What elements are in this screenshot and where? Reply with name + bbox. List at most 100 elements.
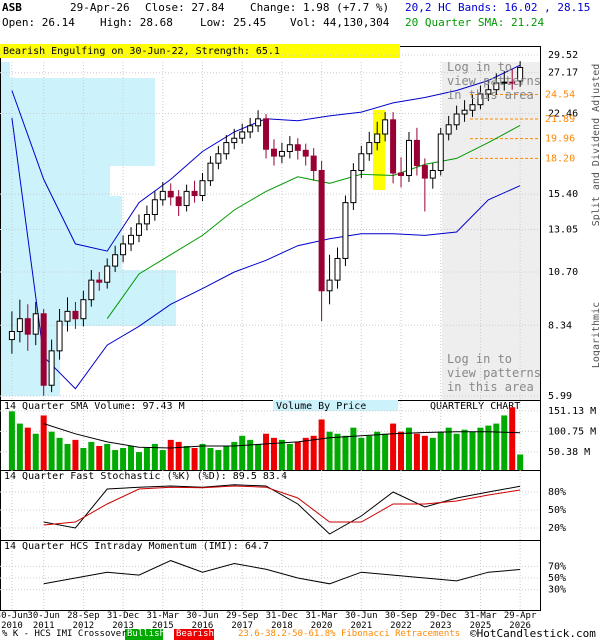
login-note: Log in to view patterns in this area	[447, 352, 541, 394]
volume-bar	[263, 433, 270, 470]
x-tick-label: 31-Mar 2015	[146, 611, 180, 631]
bands-label: 20,2 HC Bands: 16.02 , 28.15	[405, 1, 591, 14]
x-tick-label: 30-Jun 2011	[27, 611, 60, 631]
legend-intro: % K - HCS IMI Crossover,	[2, 629, 133, 639]
pattern-highlight	[373, 110, 385, 190]
x-tick-label: 29-Sep 2017	[225, 611, 259, 631]
volume-bar	[159, 450, 166, 470]
candle-body	[493, 82, 500, 91]
bearish-key	[174, 629, 214, 640]
volume-bar	[183, 445, 190, 470]
volume-bar	[167, 439, 174, 470]
volume-bar	[461, 429, 468, 470]
volume-bar	[310, 435, 317, 470]
candle-body	[413, 139, 420, 167]
volume-bar	[302, 437, 309, 470]
volume-bar	[96, 445, 103, 470]
candle-body	[398, 172, 405, 177]
candle-body	[80, 299, 87, 320]
candle-body	[183, 190, 190, 207]
candle-body	[231, 137, 238, 144]
candle-body	[135, 223, 142, 236]
candle-body	[374, 133, 381, 144]
candle-body	[263, 118, 270, 150]
volume-bar	[247, 439, 254, 470]
candle-body	[215, 153, 222, 164]
volume-bar	[437, 431, 444, 470]
candle-body	[112, 254, 119, 267]
x-tick-label: 31-Dec 2018	[265, 611, 299, 631]
candle-body	[191, 190, 198, 197]
volume-bar	[469, 431, 476, 470]
legend-bearish: Bearish	[176, 629, 214, 639]
x-tick-label: 30-Jun 2010	[0, 611, 29, 631]
volume-bar	[350, 427, 357, 470]
candle-body	[199, 180, 206, 197]
candle-body	[477, 93, 484, 106]
symbol: ASB	[2, 1, 22, 14]
volume-bar	[80, 448, 87, 470]
volume-bar	[175, 441, 182, 470]
candle-body	[151, 199, 158, 216]
candle-body	[278, 150, 285, 157]
volume-bar	[207, 448, 214, 470]
volume-by-price	[0, 62, 176, 396]
candle-body	[501, 81, 508, 84]
side-label: Split and Dividend Adjusted	[591, 64, 600, 227]
y-tick-label: 8.34	[548, 320, 572, 331]
volume-bar	[429, 437, 436, 470]
fib-label: 24.54	[545, 90, 575, 101]
candle-body	[445, 124, 452, 135]
sma-label: 20 Quarter SMA: 21.24	[405, 16, 545, 29]
date: 29-Apr-26	[70, 1, 130, 14]
volume-annotation: QUARTERLY CHART	[430, 401, 520, 412]
candle-body	[366, 142, 373, 155]
volume-bar	[56, 437, 63, 470]
candle-body	[437, 133, 444, 172]
x-tick-label: 31-Mar 2025	[464, 611, 497, 631]
y-tick-label: 13.05	[548, 225, 578, 236]
volume-bar	[326, 431, 333, 470]
candle-body	[24, 318, 31, 335]
x-tick-label: 30-Jun 2016	[186, 611, 219, 631]
y-tick-label: 15.40	[548, 189, 578, 200]
volume-sma-line	[43, 423, 521, 449]
login-note: Log in to view patterns in this area	[447, 60, 541, 102]
volume-bar	[215, 450, 222, 470]
close: Close: 27.84	[145, 1, 225, 14]
volume-bar	[358, 437, 365, 470]
oscillator-line	[43, 485, 521, 526]
volume-bar	[24, 427, 31, 470]
open: Open: 26.14	[2, 16, 75, 29]
candle-body	[390, 119, 397, 174]
volume-bar	[286, 443, 293, 470]
volume-bar	[294, 441, 301, 470]
oscillator-line	[43, 560, 521, 585]
change: Change: 1.98 (+7.7 %)	[250, 1, 390, 14]
candle-body	[96, 279, 103, 283]
volume-bar	[191, 448, 198, 470]
candle-body	[302, 149, 309, 157]
volume-bar	[32, 433, 39, 470]
legend-bullish: Bullish	[127, 629, 165, 639]
candle-body	[16, 318, 23, 333]
y-tick-label: 30%	[548, 585, 566, 596]
volume-title: 14 Quarter SMA Volume: 97.43 M	[4, 401, 185, 412]
candle-body	[175, 196, 182, 207]
candle-body	[405, 139, 412, 177]
candle-body	[429, 170, 436, 179]
candle-body	[358, 153, 365, 172]
candle-body	[207, 162, 214, 182]
volume-bar	[151, 443, 158, 470]
volume-bar	[88, 441, 95, 470]
volume-bar	[342, 435, 349, 470]
pattern-banner	[0, 44, 400, 58]
volume-bar	[223, 445, 230, 470]
volume-bar	[143, 448, 150, 470]
candle-body	[167, 190, 174, 198]
x-tick-label: 29-Apr 2026	[503, 611, 537, 631]
x-tick-label: 31-Dec 2013	[106, 611, 140, 631]
volume-bar	[509, 407, 516, 470]
candle-body	[270, 148, 277, 157]
candle-body	[342, 202, 349, 259]
